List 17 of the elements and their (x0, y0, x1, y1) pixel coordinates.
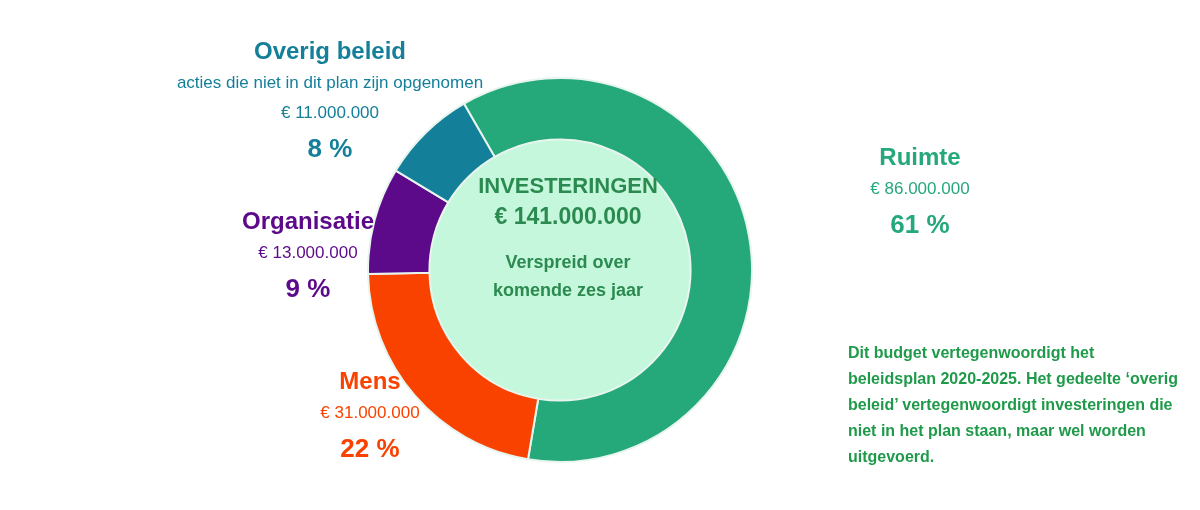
text: INVESTERINGEN (477, 173, 659, 199)
text: € 86.000.000 (870, 179, 970, 198)
slice-label: Overig beleid (253, 36, 407, 66)
text: € 141.000.000 (493, 203, 643, 230)
text: Verspreid over komende zes jaar (491, 251, 645, 302)
text: Dit budget vertegenwoordigt het beleidsplan 2020-2025. Het gedeelte ‘overig beleid’ vertegenwoordigt investeringen die niet in het plan staan, maar wel worden uitgevoerd. (848, 343, 1179, 467)
slice-label: Ruimte (879, 142, 961, 172)
slice-label: Mens (339, 366, 401, 396)
text: € 31.000.000 (320, 403, 420, 422)
text: € 11.000.000 (281, 103, 379, 122)
data-label: 8 % (306, 132, 354, 165)
data-label: 22 % (339, 432, 401, 465)
text: acties die niet in dit plan zijn opgenomen (176, 73, 484, 92)
slice-label: Organisatie (241, 206, 375, 236)
data-label: 9 % (285, 273, 331, 303)
data-label: 61 % (889, 208, 951, 241)
text: € 13.000.000 (258, 243, 358, 262)
